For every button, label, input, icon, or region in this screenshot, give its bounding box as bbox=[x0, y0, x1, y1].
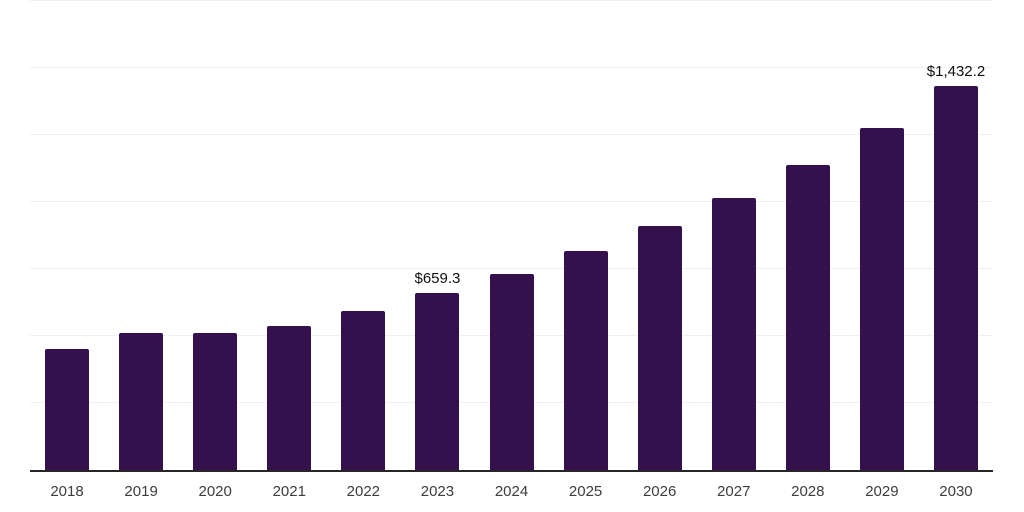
bar-slot bbox=[326, 1, 400, 470]
bar bbox=[859, 128, 904, 470]
bar-value-label: $659.3 bbox=[414, 270, 461, 288]
bar-slot bbox=[845, 1, 919, 470]
x-tick-label: 2019 bbox=[124, 483, 158, 500]
bar bbox=[489, 274, 534, 470]
plot-area: $659.3 $1,432.2 bbox=[30, 0, 993, 472]
x-tick-label: 2030 bbox=[939, 483, 973, 500]
bar-slot bbox=[104, 1, 178, 470]
gridline bbox=[30, 67, 993, 68]
bar bbox=[119, 333, 164, 470]
bar-slot: $659.3 bbox=[400, 1, 474, 470]
bar-slot bbox=[697, 1, 771, 470]
gridline bbox=[30, 268, 993, 269]
gridline bbox=[30, 0, 993, 1]
x-tick-label: 2022 bbox=[346, 483, 381, 500]
bar-value-label: $1,432.2 bbox=[926, 63, 986, 81]
bar bbox=[711, 197, 756, 470]
x-tick-label: 2020 bbox=[198, 483, 232, 500]
x-tick-label: 2024 bbox=[494, 483, 529, 500]
bar bbox=[341, 310, 386, 470]
bar bbox=[45, 348, 90, 470]
bar bbox=[563, 251, 608, 470]
bar bbox=[785, 165, 830, 470]
bar bbox=[415, 293, 460, 470]
bar-slot bbox=[252, 1, 326, 470]
x-tick-label: 2028 bbox=[791, 483, 825, 500]
x-tick-label: 2027 bbox=[717, 483, 751, 500]
bar-series: $659.3 $1,432.2 bbox=[30, 1, 993, 470]
bar-slot: $1,432.2 bbox=[919, 1, 993, 470]
bar-slot bbox=[623, 1, 697, 470]
bar-slot bbox=[771, 1, 845, 470]
bar-slot bbox=[30, 1, 104, 470]
x-tick-label: 2018 bbox=[50, 483, 84, 500]
bar bbox=[267, 326, 312, 470]
x-tick-label: 2021 bbox=[272, 483, 306, 500]
bar bbox=[193, 333, 238, 470]
x-axis: 2018 2019 2020 2021 2022 2023 2024 2025 2026 2027… bbox=[30, 483, 993, 500]
bar bbox=[933, 86, 978, 470]
x-tick-label: 2025 bbox=[568, 483, 603, 500]
bar bbox=[637, 226, 682, 470]
bar-slot bbox=[474, 1, 548, 470]
x-tick-label: 2026 bbox=[642, 483, 677, 500]
gridline bbox=[30, 201, 993, 202]
bar-slot bbox=[178, 1, 252, 470]
gridline bbox=[30, 134, 993, 135]
x-tick-label: 2029 bbox=[865, 483, 899, 500]
bar-slot bbox=[549, 1, 623, 470]
x-tick-label: 2023 bbox=[420, 483, 455, 500]
